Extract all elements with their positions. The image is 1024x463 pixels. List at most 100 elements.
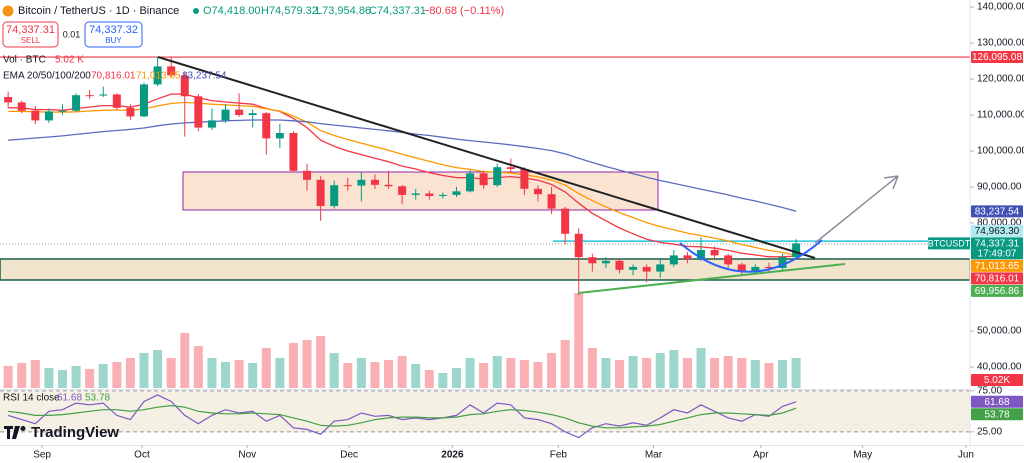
price-tag: [971, 224, 1023, 237]
candle-body: [697, 250, 706, 260]
candle-body: [384, 184, 393, 187]
rsi-label: RSI 14 close: [3, 393, 60, 404]
sell-price[interactable]: 74,337.31: [6, 24, 55, 36]
volume-bar: [506, 358, 516, 388]
rsi-tick-label: 25.00: [977, 427, 1002, 438]
candle-body: [778, 257, 787, 269]
x-tick-label: Feb: [550, 450, 568, 461]
candle-body: [601, 260, 610, 264]
candle-body: [533, 188, 542, 195]
logo-mark: [4, 426, 20, 439]
volume-bar: [248, 363, 258, 388]
volume-bar: [397, 356, 407, 388]
ema-value: 83,237.54: [182, 71, 227, 82]
sell-button[interactable]: [2, 21, 59, 48]
price-tag-label: 74,337.31: [975, 239, 1020, 250]
volume-bar: [424, 370, 434, 388]
candle-body: [425, 193, 434, 196]
volume-bar: [778, 360, 788, 388]
x-tick-label: Dec: [340, 450, 358, 461]
candle-body: [343, 185, 352, 187]
sell-label[interactable]: SELL: [21, 36, 41, 45]
volume-bar: [547, 353, 557, 388]
candle-body: [167, 66, 176, 76]
x-tick-label: Nov: [238, 450, 256, 461]
x-tick-label: Jun: [958, 450, 974, 461]
rsi-tag: [971, 408, 1023, 421]
ema-line: [8, 93, 797, 258]
volume-bar: [438, 373, 448, 388]
volume-tag-label: 5.02K: [984, 375, 1010, 386]
volume-bar: [316, 336, 326, 388]
volume-bar: [669, 350, 679, 388]
candle-body: [112, 94, 121, 108]
candle-body: [207, 120, 216, 128]
y-tick-label: 80,000.00: [977, 218, 1022, 229]
symbol-tag-label: BTCUSDT: [928, 238, 971, 248]
symbol-tag: [928, 237, 970, 250]
candle-body: [588, 257, 597, 264]
rising-line: [577, 263, 846, 294]
candle-body: [764, 266, 773, 269]
buy-button[interactable]: [84, 21, 143, 48]
price-tag: [971, 272, 1023, 285]
candle-body: [629, 266, 638, 270]
rsi-tag-label: 53.78: [984, 409, 1009, 420]
volume-bar: [356, 358, 366, 388]
x-tick-label: May: [853, 450, 872, 461]
ohlc-close: C74,337.31: [369, 5, 426, 17]
rsi-ma-line: [8, 404, 797, 429]
candle-body: [357, 179, 366, 186]
cup-arc: [679, 239, 823, 273]
candle-body: [466, 173, 475, 192]
candle-body: [792, 243, 801, 258]
volume-bar: [533, 362, 543, 388]
ema-value: 71,013.65: [136, 71, 181, 82]
volume-bar: [451, 368, 461, 388]
volume-bar: [465, 358, 475, 388]
volume-bar: [737, 358, 747, 388]
price-tag: [971, 284, 1023, 297]
spread: 0.01: [63, 29, 81, 39]
buy-price[interactable]: 74,337.32: [89, 24, 138, 36]
y-tick-label: 50,000.00: [977, 326, 1022, 337]
candle-body: [72, 95, 81, 111]
volume-bar: [30, 360, 40, 388]
volume-bar: [682, 358, 692, 388]
volume-bar: [601, 358, 611, 388]
trendline: [157, 56, 816, 259]
volume-bar: [288, 343, 298, 388]
volume-bar: [370, 362, 380, 388]
candle-body: [248, 113, 257, 115]
volume-value: 5.02 K: [55, 55, 84, 66]
candle-body: [44, 111, 53, 121]
buy-label[interactable]: BUY: [105, 36, 122, 45]
candle-body: [520, 168, 529, 189]
candle-body: [737, 264, 746, 272]
rsi-tag: [971, 395, 1023, 408]
candle-body: [479, 173, 488, 186]
volume-bar: [710, 358, 720, 388]
y-tick-label: 140,000.00: [977, 2, 1024, 13]
volume-bar: [153, 350, 163, 388]
volume-bar: [574, 293, 584, 388]
price-tag: [971, 51, 1023, 64]
volume-bar: [261, 348, 271, 388]
ohlc-change: −80.68 (−0.11%): [423, 5, 504, 17]
candle-body: [289, 132, 298, 171]
ema-label: EMA 20/50/100/200: [3, 71, 91, 82]
ema-value: 70,816.01: [91, 71, 136, 82]
price-tag-time: 17:49:07: [978, 249, 1017, 260]
candle-body: [303, 170, 312, 180]
rsi-ma-value: 53.78: [85, 393, 110, 404]
volume-bar: [71, 366, 81, 388]
projection-arrow: [814, 175, 899, 244]
rsi-line: [8, 394, 797, 439]
volume-tag: [971, 374, 1023, 386]
candle-body: [153, 66, 162, 85]
logo-text: TradingView: [31, 424, 119, 441]
price-tag-label: 83,237.54: [975, 206, 1020, 217]
candle-body: [724, 255, 733, 265]
